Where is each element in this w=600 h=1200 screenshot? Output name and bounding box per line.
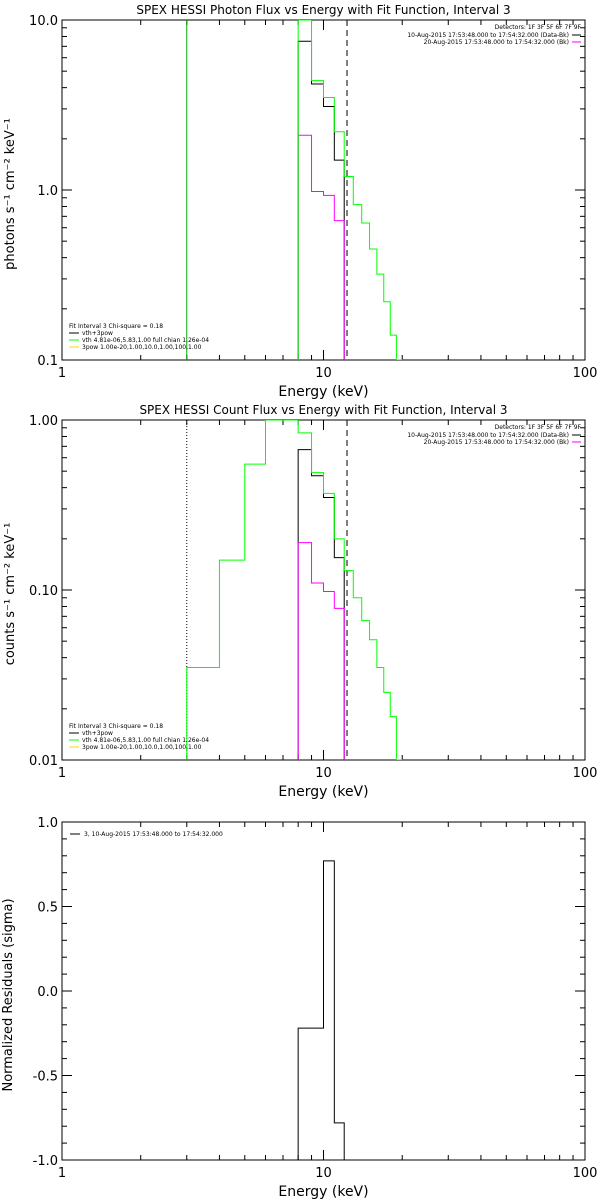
histogram-series <box>186 420 403 760</box>
detectors-label: Detectors: 1F 3F 5F 6F 7F 9F <box>495 24 582 31</box>
chart-title: SPEX HESSI Photon Flux vs Energy with Fi… <box>136 3 510 17</box>
x-tick-label: 1 <box>58 766 66 781</box>
y-axis-label: counts s⁻¹ cm⁻² keV⁻¹ <box>3 523 18 666</box>
chart-title: SPEX HESSI Count Flux vs Energy with Fit… <box>139 403 507 417</box>
histogram-series <box>297 40 345 360</box>
legend-entry-text: 10-Aug-2015 17:53:48.000 to 17:54:32.000… <box>407 32 569 39</box>
photon-flux-plot: SPEX HESSI Photon Flux vs Energy with Fi… <box>3 3 597 400</box>
x-tick-label: 1 <box>58 1166 66 1181</box>
fit-legend-text: vth+3pow <box>82 730 113 737</box>
x-axis-label: Energy (keV) <box>278 1184 368 1200</box>
y-tick-label: 0.10 <box>29 584 58 599</box>
y-tick-label: 1.0 <box>37 184 58 199</box>
x-tick-label: 100 <box>573 366 598 381</box>
y-tick-label: 0.01 <box>29 754 58 769</box>
y-tick-label: 1.00 <box>29 414 58 429</box>
data-layer <box>186 20 403 360</box>
histogram-series <box>297 20 403 360</box>
x-tick-label: 1 <box>58 366 66 381</box>
y-tick-label: 1.0 <box>37 816 58 831</box>
x-tick-label: 10 <box>315 366 332 381</box>
count-flux-plot: SPEX HESSI Count Flux vs Energy with Fit… <box>3 403 597 800</box>
legend-entry-text: 20-Aug-2015 17:53:48.000 to 17:54:32.000… <box>424 39 569 46</box>
histogram-series <box>297 860 345 1160</box>
data-layer <box>186 420 403 760</box>
y-axis-label: photons s⁻¹ cm⁻² keV⁻¹ <box>3 118 18 270</box>
plot-frame <box>61 19 586 361</box>
fit-legend-text: 3pow 1.00e-20,1.00,10.0,1.00,100,1.00 <box>82 744 202 751</box>
x-tick-label: 10 <box>315 766 332 781</box>
fit-legend-text: vth+3pow <box>82 330 113 337</box>
histogram-series <box>297 542 345 760</box>
legend-entry-text: 3, 10-Aug-2015 17:53:48.000 to 17:54:32.… <box>84 831 223 838</box>
fit-legend-text: vth 4.81e-06,5.83,1.00 full chian 1.26e-… <box>82 737 209 744</box>
histogram-series <box>297 449 345 760</box>
y-tick-label: -1.0 <box>33 1154 58 1169</box>
legend-entry-text: 20-Aug-2015 17:53:48.000 to 17:54:32.000… <box>424 439 569 446</box>
fit-info-header: Fit Interval 3 Chi-square = 0.18 <box>69 323 163 330</box>
x-tick-label: 100 <box>573 766 598 781</box>
residuals-plot: 1 10 100 -1.0 -0.5 0.0 0.5 1.0 Energy (keV) Norma… <box>1 816 597 1200</box>
histogram-series <box>297 134 345 360</box>
data-layer <box>297 860 345 1160</box>
y-tick-label: 0.1 <box>37 354 58 369</box>
x-tick-label: 100 <box>573 1166 598 1181</box>
y-axis-label: Normalized Residuals (sigma) <box>1 898 16 1091</box>
fit-legend-text: vth 4.81e-06,5.83,1.00 full chian 1.26e-… <box>82 337 209 344</box>
y-tick-label: 0.5 <box>37 901 58 916</box>
y-tick-label: -0.5 <box>33 1070 58 1085</box>
y-tick-label: 10.0 <box>29 14 58 29</box>
legend-entry-text: 10-Aug-2015 17:53:48.000 to 17:54:32.000… <box>407 432 569 439</box>
x-axis-label: Energy (keV) <box>278 784 368 800</box>
fit-info-header: Fit Interval 3 Chi-square = 0.18 <box>69 723 163 730</box>
y-tick-label: 0.0 <box>37 985 58 1000</box>
detectors-label: Detectors: 1F 3F 5F 6F 7F 9F <box>495 424 582 431</box>
fit-legend-text: 3pow 1.00e-20,1.00,10.0,1.00,100,1.00 <box>82 344 202 351</box>
x-tick-label: 10 <box>315 1166 332 1181</box>
x-axis-label: Energy (keV) <box>278 384 368 400</box>
